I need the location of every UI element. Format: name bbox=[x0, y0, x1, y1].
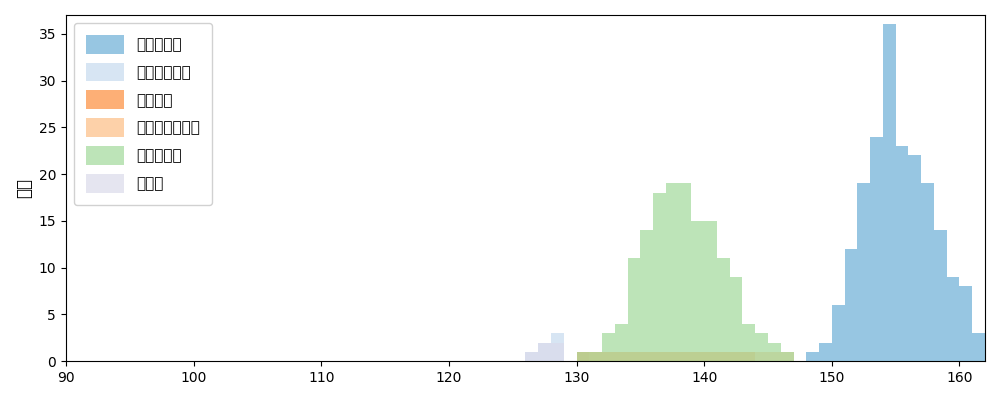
Bar bbox=[704, 352, 717, 361]
Bar bbox=[704, 221, 717, 361]
Bar bbox=[730, 352, 742, 361]
Bar bbox=[781, 352, 794, 361]
Bar bbox=[857, 184, 870, 361]
Bar bbox=[819, 342, 832, 361]
Bar bbox=[628, 352, 640, 361]
Bar bbox=[679, 352, 691, 361]
Bar bbox=[538, 342, 551, 361]
Bar bbox=[653, 352, 666, 361]
Bar bbox=[870, 137, 883, 361]
Bar bbox=[768, 342, 781, 361]
Bar bbox=[883, 24, 896, 361]
Bar bbox=[806, 352, 819, 361]
Bar bbox=[577, 352, 589, 361]
Bar bbox=[717, 352, 730, 361]
Legend: ストレート, カットボール, フォーク, チェンジアップ, スライダー, カーブ: ストレート, カットボール, フォーク, チェンジアップ, スライダー, カーブ bbox=[74, 23, 212, 205]
Bar bbox=[602, 352, 615, 361]
Bar bbox=[666, 184, 679, 361]
Bar bbox=[908, 155, 921, 361]
Bar bbox=[589, 352, 602, 361]
Bar bbox=[896, 146, 908, 361]
Bar bbox=[679, 184, 691, 361]
Bar bbox=[602, 333, 615, 361]
Bar bbox=[589, 352, 602, 361]
Bar bbox=[755, 352, 768, 361]
Bar bbox=[640, 352, 653, 361]
Bar bbox=[832, 305, 845, 361]
Bar bbox=[679, 352, 691, 361]
Bar bbox=[640, 230, 653, 361]
Bar bbox=[959, 286, 972, 361]
Bar bbox=[538, 342, 551, 361]
Bar bbox=[602, 352, 615, 361]
Bar bbox=[768, 352, 781, 361]
Bar bbox=[704, 352, 717, 361]
Bar bbox=[525, 352, 538, 361]
Bar bbox=[947, 277, 959, 361]
Bar bbox=[691, 221, 704, 361]
Bar bbox=[525, 352, 538, 361]
Bar bbox=[755, 333, 768, 361]
Bar bbox=[653, 193, 666, 361]
Bar bbox=[691, 352, 704, 361]
Bar bbox=[666, 352, 679, 361]
Bar bbox=[615, 352, 628, 361]
Bar bbox=[742, 324, 755, 361]
Bar bbox=[551, 342, 564, 361]
Bar bbox=[781, 352, 794, 361]
Bar bbox=[666, 352, 679, 361]
Bar bbox=[551, 333, 564, 361]
Bar bbox=[628, 352, 640, 361]
Bar bbox=[934, 230, 947, 361]
Bar bbox=[653, 352, 666, 361]
Bar bbox=[921, 184, 934, 361]
Bar bbox=[589, 352, 602, 361]
Bar bbox=[640, 352, 653, 361]
Bar bbox=[742, 352, 755, 361]
Bar bbox=[845, 249, 857, 361]
Bar bbox=[730, 352, 742, 361]
Bar bbox=[717, 258, 730, 361]
Bar bbox=[717, 352, 730, 361]
Bar bbox=[615, 352, 628, 361]
Bar bbox=[691, 352, 704, 361]
Bar bbox=[615, 324, 628, 361]
Bar bbox=[628, 258, 640, 361]
Bar bbox=[730, 277, 742, 361]
Bar bbox=[972, 333, 985, 361]
Y-axis label: 球数: 球数 bbox=[15, 178, 33, 198]
Bar bbox=[577, 352, 589, 361]
Bar bbox=[742, 352, 755, 361]
